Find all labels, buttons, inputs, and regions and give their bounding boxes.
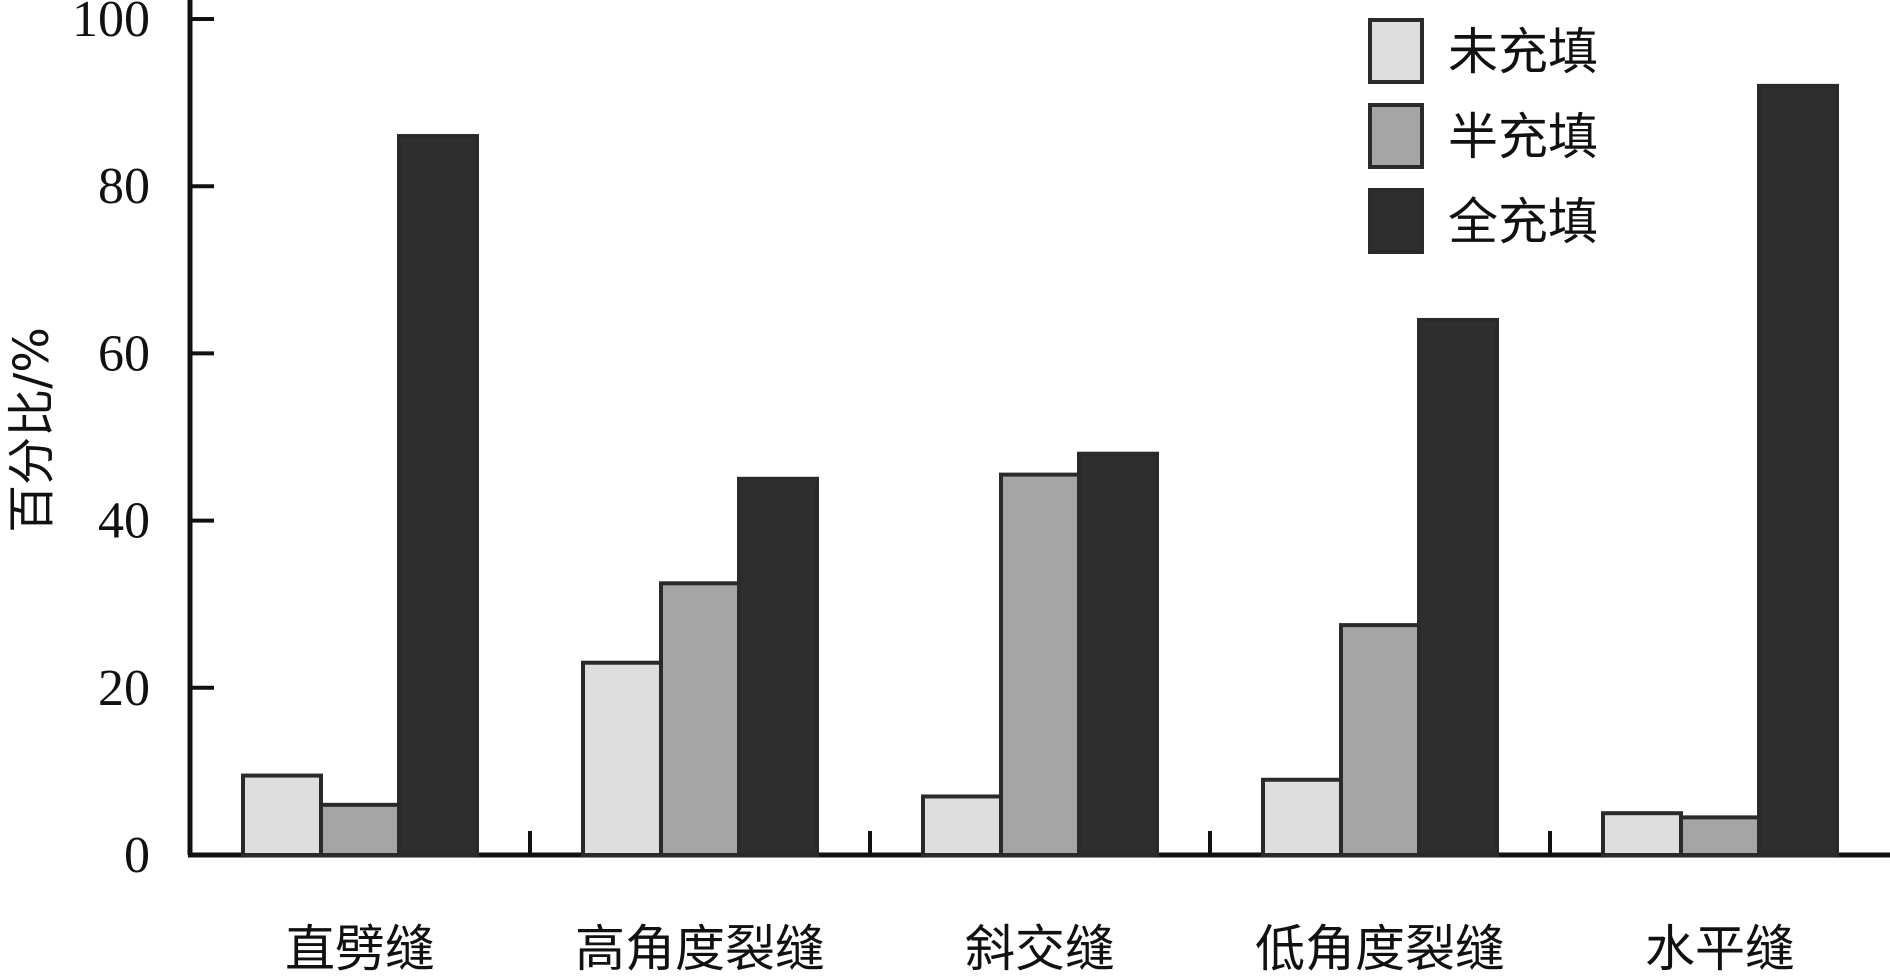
legend-swatch — [1368, 103, 1424, 169]
bar-2-3 — [999, 472, 1081, 857]
category-label: 斜交缝 — [965, 920, 1115, 976]
bar-1-2 — [581, 660, 663, 857]
category-label: 低角度裂缝 — [1255, 920, 1505, 976]
y-tick-label: 40 — [98, 493, 150, 550]
bar-2-5 — [1679, 815, 1761, 858]
legend-label: 全充填 — [1448, 193, 1598, 251]
bar-3-3 — [1077, 451, 1159, 857]
y-tick-label: 20 — [98, 660, 150, 717]
legend-label: 半充填 — [1448, 108, 1598, 166]
bar-3-4 — [1417, 317, 1499, 857]
y-tick-label: 80 — [98, 158, 150, 215]
legend-swatch — [1368, 18, 1424, 84]
bar-2-4 — [1339, 623, 1421, 857]
category-label: 直劈缝 — [285, 920, 435, 976]
y-ticks: 0 20 40 60 80 100 — [72, 0, 214, 884]
bars — [241, 83, 1839, 858]
bar-3-1 — [397, 134, 479, 858]
y-axis-label: 百分比/% — [4, 327, 60, 533]
y-tick-label: 60 — [98, 325, 150, 382]
legend-label: 未充填 — [1448, 23, 1598, 81]
bar-1-1 — [241, 773, 323, 858]
category-labels: 直劈缝 高角度裂缝 斜交缝 低角度裂缝 水平缝 — [285, 920, 1795, 976]
bar-1-4 — [1261, 777, 1343, 858]
x-ticks — [528, 831, 1552, 855]
category-label: 水平缝 — [1645, 920, 1795, 976]
category-label: 高角度裂缝 — [575, 920, 825, 976]
legend-swatch — [1368, 188, 1424, 254]
y-tick-label: 0 — [124, 827, 150, 884]
bar-2-2 — [659, 581, 741, 857]
bar-1-5 — [1601, 811, 1683, 858]
bar-1-3 — [921, 794, 1003, 857]
y-tick-label: 100 — [72, 0, 150, 48]
bar-3-5 — [1757, 83, 1839, 857]
bar-2-1 — [319, 802, 401, 858]
bar-3-2 — [737, 476, 819, 857]
